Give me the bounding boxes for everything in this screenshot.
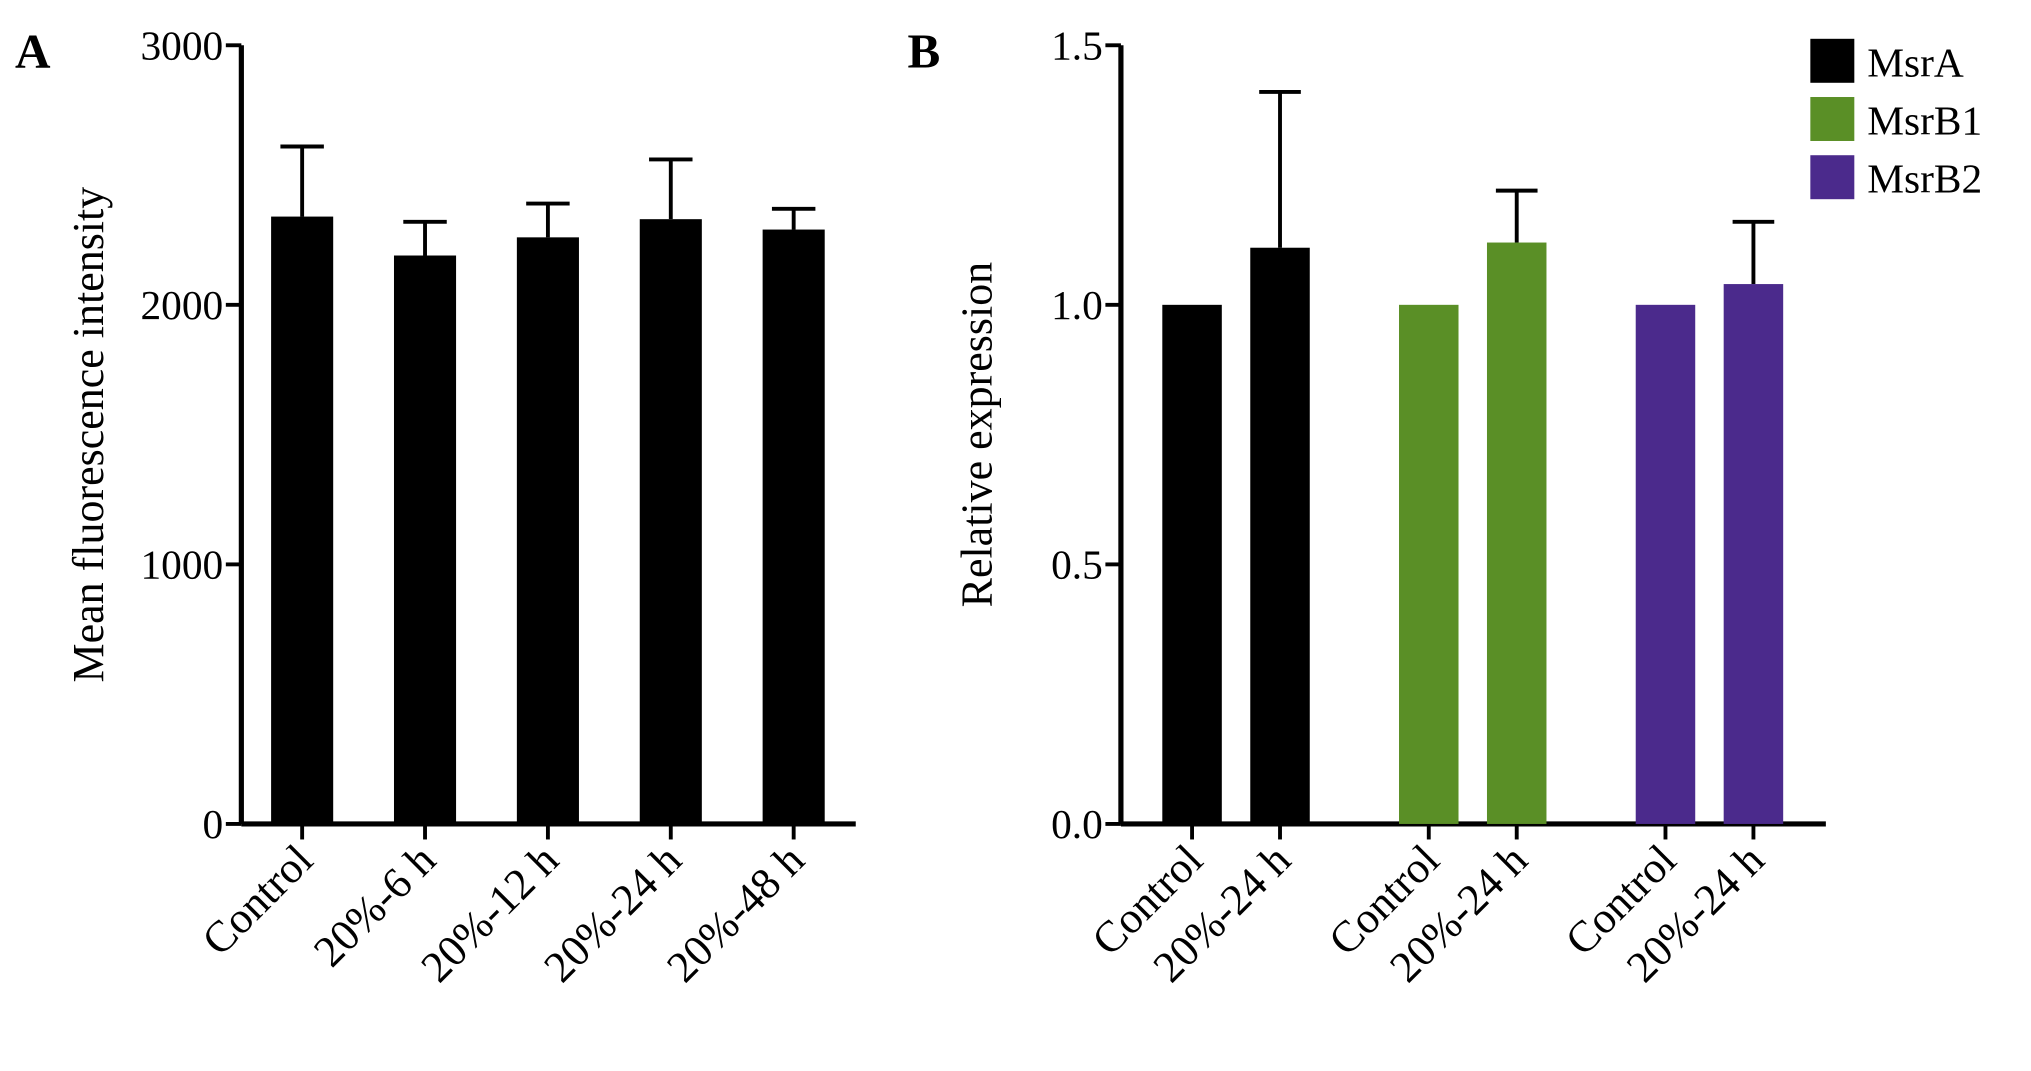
bar	[393, 255, 457, 824]
bar	[1635, 304, 1696, 824]
y-tick-label: 0.5	[1051, 542, 1103, 588]
bar	[1399, 304, 1459, 824]
legend-swatch	[1810, 38, 1855, 83]
bar	[762, 229, 825, 824]
y-tick-label: 0.0	[1051, 801, 1103, 847]
y-tick-label: 3000	[140, 23, 223, 69]
x-tick-label: Control	[192, 835, 322, 965]
legend-label: MsrA	[1867, 39, 1964, 85]
bar	[639, 219, 702, 824]
y-axis-label: Relative expression	[953, 262, 1002, 608]
y-tick-label: 0	[203, 801, 224, 847]
bar	[1250, 247, 1310, 824]
legend-label: MsrB2	[1867, 156, 1982, 202]
legend-swatch	[1810, 97, 1855, 141]
bar	[1162, 304, 1222, 824]
y-axis-label: Mean fluorescence intensity	[64, 187, 113, 683]
bar	[1486, 242, 1547, 824]
bar	[271, 216, 334, 824]
y-tick-label: 1.0	[1051, 282, 1103, 328]
panel-letter: B	[907, 23, 940, 78]
y-tick-label: 1000	[140, 542, 223, 588]
legend-label: MsrB1	[1867, 98, 1982, 144]
y-tick-label: 1.5	[1051, 23, 1103, 69]
panel-letter: A	[15, 23, 51, 78]
bar	[516, 237, 579, 824]
legend-swatch	[1810, 155, 1855, 200]
bar	[1723, 284, 1784, 824]
y-tick-label: 2000	[140, 282, 223, 328]
x-tick-label: 20%-48 h	[657, 835, 813, 991]
